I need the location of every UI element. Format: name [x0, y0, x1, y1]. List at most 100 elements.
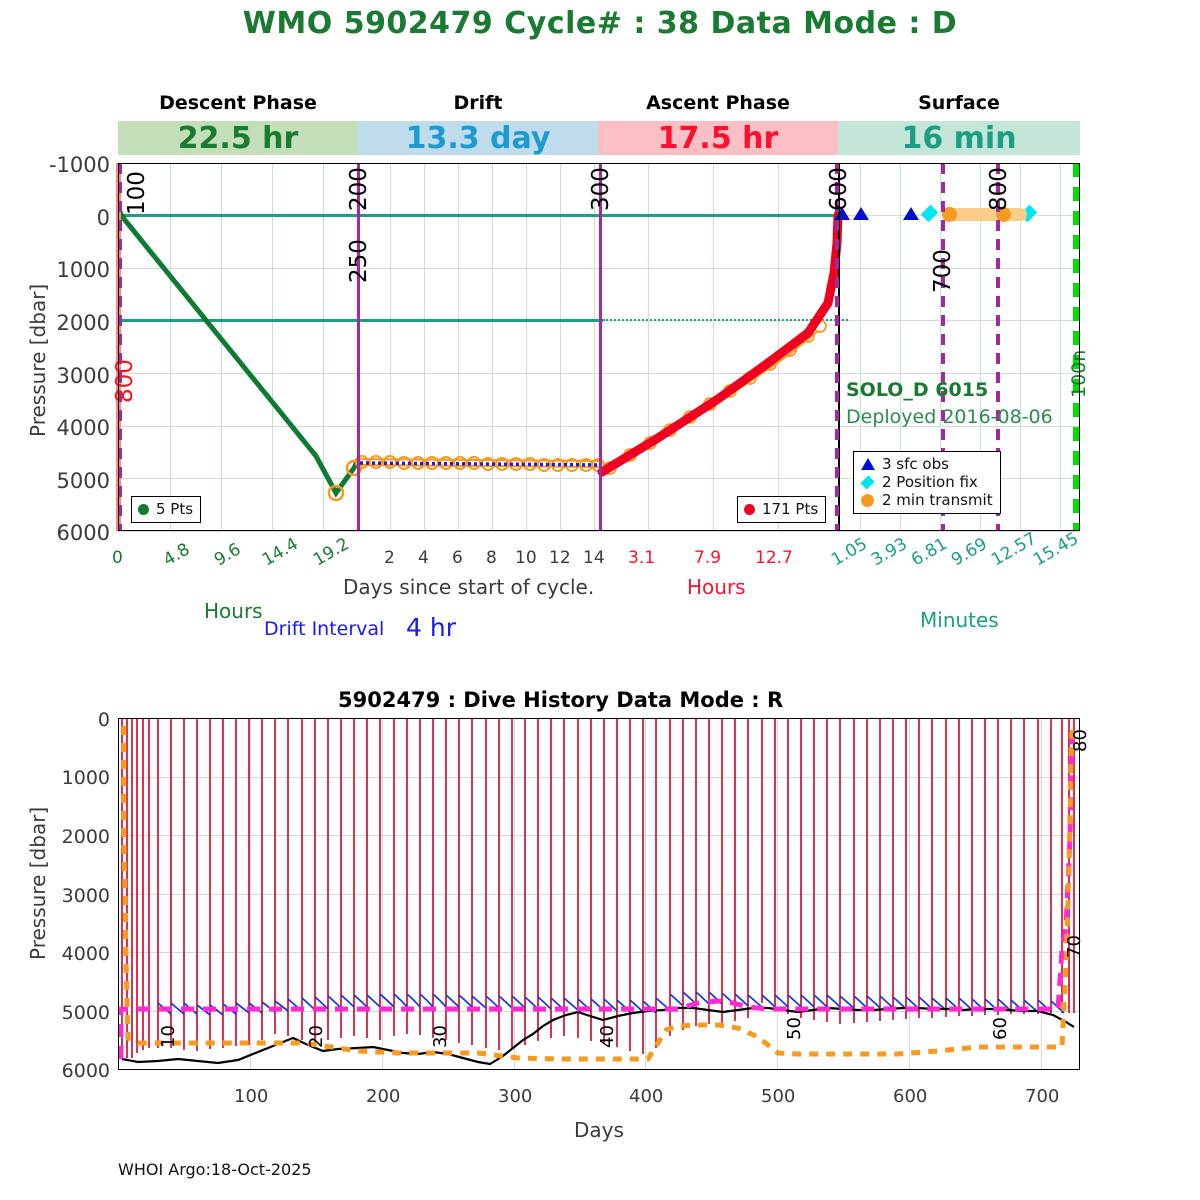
legend-label: 5 Pts — [156, 500, 194, 518]
page-title: WMO 5902479 Cycle# : 38 Data Mode : D — [242, 6, 958, 41]
x-tick-descent: 0 — [112, 548, 123, 568]
cycle-label: 20 — [306, 1025, 327, 1048]
separator-drift-ascent — [599, 163, 602, 531]
drift-interval-value: 4 hr — [406, 613, 456, 642]
x-tick-descent: 9.6 — [211, 539, 245, 571]
bottom-x-tick: 600 — [893, 1086, 928, 1107]
legend-label: 2 Position fix — [882, 473, 978, 491]
cycle-label: 40 — [597, 1025, 618, 1048]
x-tick-descent: 4.8 — [160, 539, 194, 571]
x-tick-drift: 4 — [418, 548, 429, 568]
y-tick-label: 0 — [96, 206, 110, 230]
x-tick-surface: 9.69 — [948, 534, 991, 571]
bottom-x-tick: 300 — [498, 1086, 533, 1107]
x-axis-title-descent: Hours — [204, 599, 263, 623]
reference-line-2000 — [118, 319, 603, 322]
separator-surface-end — [1073, 163, 1079, 531]
bottom-x-tick: 200 — [366, 1086, 401, 1107]
bottom-chart-title: 5902479 : Dive History Data Mode : R — [338, 688, 784, 712]
legend-ascent: 171 Pts — [737, 496, 827, 523]
x-tick-drift: 12 — [549, 548, 571, 568]
bottom-y-tick: 3000 — [61, 885, 110, 907]
top-chart-y-axis-title: Pressure [dbar] — [26, 283, 50, 437]
sfc-obs-marker — [903, 207, 919, 220]
phase-header-drift: Drift — [453, 92, 503, 114]
bottom-x-tick: 400 — [629, 1086, 664, 1107]
drift-interval-label: Drift Interval — [264, 618, 385, 640]
bottom-y-tick: 1000 — [61, 767, 110, 789]
bottom-chart-plot-area — [118, 718, 1080, 1070]
x-tick-surface: 15.45 — [1030, 528, 1083, 571]
cycle-label: 10 — [158, 1025, 179, 1048]
bottom-x-tick: 500 — [761, 1086, 796, 1107]
blue-triangle-icon — [860, 458, 875, 470]
separator-ascent-surface — [835, 163, 839, 531]
sfc-obs-marker — [853, 207, 869, 220]
cycle-label: 80 — [1070, 729, 1091, 752]
drift-series — [355, 455, 605, 472]
phase-header-ascent: Ascent Phase — [646, 92, 790, 114]
phase-duration-descent: 22.5 hr — [118, 121, 358, 156]
reference-line-2000-dotted — [603, 319, 848, 321]
y-tick-label: 1000 — [56, 258, 110, 282]
bottom-y-tick: 6000 — [61, 1060, 110, 1082]
legend-label: 171 Pts — [762, 500, 819, 518]
phase-duration-surface: 16 min — [838, 121, 1080, 156]
x-tick-ascent: 12.7 — [755, 548, 793, 568]
deployment-annotation: Deployed 2016-08-06 — [846, 406, 1053, 428]
transmit-marker — [942, 207, 957, 222]
x-tick-surface: 3.93 — [868, 534, 911, 571]
x-tick-surface: 6.81 — [908, 534, 951, 571]
red-dot-icon — [744, 503, 755, 515]
reference-line-surface — [118, 214, 838, 217]
bottom-x-axis-title: Days — [574, 1118, 624, 1142]
x-tick-descent: 19.2 — [310, 534, 353, 571]
y-tick-label: 5000 — [56, 469, 110, 493]
bottom-y-tick: 4000 — [61, 943, 110, 965]
x-tick-ascent: 7.9 — [694, 548, 722, 568]
phase-header-descent: Descent Phase — [159, 92, 317, 114]
y-tick-label: 3000 — [56, 364, 110, 388]
green-dot-icon — [138, 503, 149, 515]
legend-label: 2 min transmit — [882, 491, 993, 509]
bottom-x-tick: 700 — [1025, 1086, 1060, 1107]
orange-circle-icon — [860, 493, 875, 507]
top-chart-plot-area: 100 800 200 250 300 600 700 800 100n SOL… — [112, 163, 1090, 532]
phase-header-surface: Surface — [918, 92, 1000, 114]
x-axis-title-ascent: Hours — [687, 575, 746, 599]
legend-surface: 3 sfc obs 2 Position fix 2 min transmit — [853, 451, 1001, 514]
separator-cycle-start-dash — [118, 163, 122, 531]
phase-duration-drift: 13.3 day — [358, 121, 598, 156]
x-tick-drift: 6 — [452, 548, 463, 568]
separator-transmit-end — [996, 163, 1000, 531]
x-axis-title-drift: Days since start of cycle. — [343, 575, 595, 599]
bottom-y-tick: 0 — [97, 709, 110, 731]
float-id-annotation: SOLO_D 6015 — [846, 379, 989, 401]
cycle-label: 70 — [1064, 935, 1085, 958]
dive-history-series — [118, 718, 1075, 1066]
x-axis-title-surface: Minutes — [920, 608, 999, 632]
cycle-label: 50 — [784, 1017, 805, 1040]
separator-transmit-start — [941, 163, 945, 531]
y-tick-label: -1000 — [48, 153, 110, 177]
y-tick-label: 6000 — [56, 521, 110, 545]
legend-label: 3 sfc obs — [882, 455, 949, 473]
bottom-x-tick: 100 — [234, 1086, 269, 1107]
footer-text: WHOI Argo:18-Oct-2025 — [118, 1160, 312, 1179]
x-tick-descent: 14.4 — [259, 534, 302, 571]
bottom-y-tick: 5000 — [61, 1002, 110, 1024]
y-tick-label: 4000 — [56, 416, 110, 440]
x-tick-surface: 1.05 — [828, 534, 871, 571]
legend-descent: 5 Pts — [131, 496, 202, 523]
bottom-y-tick: 2000 — [61, 826, 110, 848]
x-tick-ascent: 3.1 — [628, 548, 656, 568]
y-tick-label: 2000 — [56, 311, 110, 335]
cycle-label: 30 — [430, 1025, 451, 1048]
x-tick-drift: 14 — [583, 548, 605, 568]
separator-descent-drift — [357, 163, 360, 531]
x-tick-drift: 10 — [515, 548, 537, 568]
phase-duration-ascent: 17.5 hr — [598, 121, 838, 156]
cycle-label: 60 — [990, 1017, 1011, 1040]
x-tick-drift: 2 — [384, 548, 395, 568]
x-tick-surface: 12.57 — [988, 528, 1041, 571]
